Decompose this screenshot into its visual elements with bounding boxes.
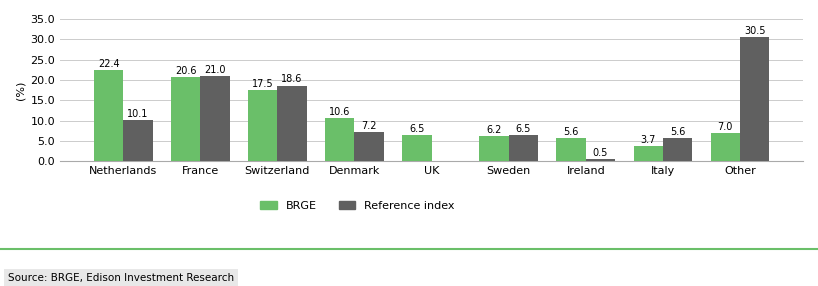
Bar	[711, 133, 740, 161]
Text: 10.1: 10.1	[127, 109, 149, 119]
Text: 0.5: 0.5	[593, 148, 608, 158]
Text: 17.5: 17.5	[252, 79, 273, 89]
Bar	[248, 90, 277, 161]
Y-axis label: (%): (%)	[15, 80, 25, 100]
Text: 7.2: 7.2	[362, 121, 377, 131]
Text: 6.5: 6.5	[409, 124, 425, 134]
Bar	[354, 132, 384, 161]
Bar	[740, 37, 769, 161]
Text: 6.2: 6.2	[487, 125, 501, 135]
Text: 6.5: 6.5	[515, 124, 531, 134]
Bar	[171, 78, 200, 161]
Bar	[200, 76, 230, 161]
Bar	[326, 118, 354, 161]
Bar	[124, 120, 152, 161]
Bar	[94, 70, 124, 161]
Text: 5.6: 5.6	[670, 127, 685, 137]
Bar	[634, 146, 663, 161]
Text: 5.6: 5.6	[564, 127, 579, 137]
Text: 3.7: 3.7	[640, 135, 656, 145]
Text: 22.4: 22.4	[98, 59, 119, 69]
Text: 30.5: 30.5	[744, 26, 766, 36]
Text: 18.6: 18.6	[281, 74, 303, 84]
Text: Source: BRGE, Edison Investment Research: Source: BRGE, Edison Investment Research	[8, 273, 234, 283]
Text: 21.0: 21.0	[204, 65, 226, 75]
Bar	[402, 135, 432, 161]
Text: 7.0: 7.0	[717, 122, 733, 132]
Text: 10.6: 10.6	[329, 107, 351, 117]
Bar	[277, 86, 307, 161]
Legend: BRGE, Reference index: BRGE, Reference index	[255, 196, 459, 215]
Bar	[479, 136, 509, 161]
Bar	[663, 138, 692, 161]
Text: 20.6: 20.6	[175, 66, 196, 76]
Bar	[586, 159, 615, 161]
Bar	[509, 135, 538, 161]
Bar	[556, 138, 586, 161]
